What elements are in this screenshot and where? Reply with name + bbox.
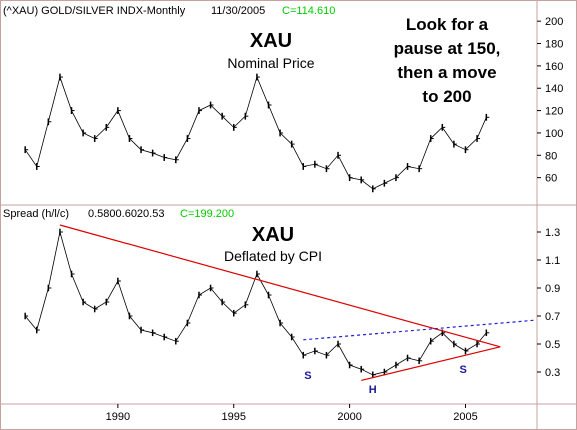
price-path (24, 75, 487, 190)
x-axis: 1990 1995 2000 2005 (106, 404, 478, 423)
y-tick-label: 60 (545, 173, 557, 185)
x-tick-label: 2000 (337, 411, 361, 423)
header-date: 11/30/2005 (211, 5, 265, 17)
pattern-label: H (369, 384, 377, 396)
callout-line-4: to 200 (422, 87, 471, 106)
lower-title: XAU (252, 224, 294, 246)
pattern-annotations: S H S (304, 364, 467, 396)
y-tick-label: 1.1 (545, 255, 560, 267)
symbol-title: (^XAU) GOLD/SILVER INDX-Monthly (3, 5, 186, 17)
upper-series (24, 73, 490, 193)
upper-y-axis: 60 80 100 120 140 160 180 200 (537, 16, 563, 185)
upper-subtitle: Nominal Price (227, 55, 314, 71)
pattern-label: S (459, 364, 466, 376)
spread-close: C=199.200 (180, 208, 234, 220)
pattern-label: S (304, 370, 311, 382)
lower-subtitle: Deflated by CPI (224, 248, 322, 264)
upper-title: XAU (250, 30, 292, 52)
y-tick-label: 0.3 (545, 367, 560, 379)
neckline-dashed (303, 319, 536, 341)
lower-series (24, 228, 490, 379)
trendline (59, 224, 501, 348)
y-tick-label: 0.5 (545, 339, 560, 351)
spread-ohlc: 0.5800.6020.53 (88, 208, 164, 220)
y-tick-label: 200 (545, 16, 563, 28)
y-tick-label: 0.9 (545, 283, 560, 295)
header-close: C=114.610 (282, 5, 335, 17)
y-tick-label: 80 (545, 150, 557, 162)
trendlines (59, 224, 536, 381)
lower-y-axis: 0.3 0.5 0.7 0.9 1.1 1.3 (537, 227, 560, 379)
callout-line-3: then a move (397, 63, 496, 82)
y-tick-label: 140 (545, 83, 563, 95)
price-path (24, 231, 487, 376)
y-tick-label: 0.7 (545, 311, 560, 323)
y-tick-label: 160 (545, 61, 563, 73)
spread-label: Spread (h/l/c) (3, 208, 69, 220)
y-tick-label: 100 (545, 128, 563, 140)
y-tick-label: 1.3 (545, 227, 560, 239)
y-tick-label: 120 (545, 106, 563, 118)
x-tick-label: 1995 (221, 411, 245, 423)
x-tick-label: 1990 (106, 411, 130, 423)
x-tick-label: 2005 (453, 411, 477, 423)
callout-text: Look for a pause at 150, then a move to … (394, 15, 501, 106)
trendline (361, 346, 501, 381)
callout-line-2: pause at 150, (394, 39, 501, 58)
y-tick-label: 180 (545, 39, 563, 51)
callout-line-1: Look for a (406, 15, 489, 34)
